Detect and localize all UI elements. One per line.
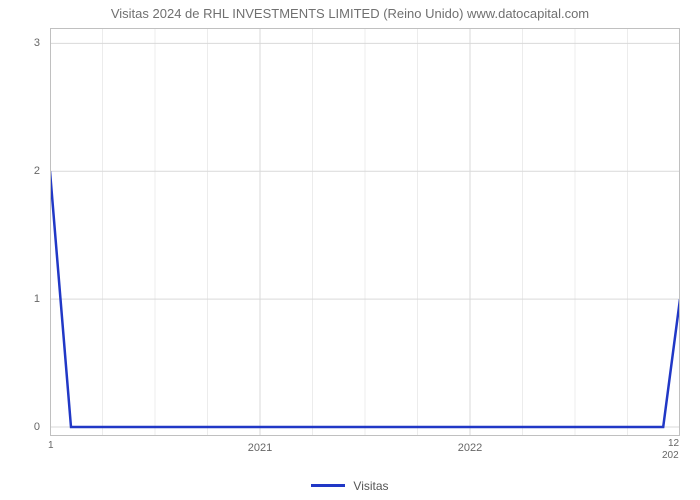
y-tick-label: 3 xyxy=(0,37,40,49)
x-tick-label: 2021 xyxy=(248,442,272,454)
legend: Visitas xyxy=(0,476,700,493)
y-tick-label: 1 xyxy=(0,293,40,305)
chart-title: Visitas 2024 de RHL INVESTMENTS LIMITED … xyxy=(0,6,700,21)
x-tick-label: 2022 xyxy=(458,442,482,454)
x-left-end-label: 1 xyxy=(48,440,54,451)
legend-label: Visitas xyxy=(353,479,388,493)
chart-plot-area xyxy=(50,28,680,436)
y-tick-label: 2 xyxy=(0,165,40,177)
y-tick-label: 0 xyxy=(0,421,40,433)
x-right-end-label-bottom: 202 xyxy=(662,450,679,461)
x-right-end-label-top: 12 xyxy=(668,438,679,449)
legend-swatch xyxy=(311,484,345,487)
